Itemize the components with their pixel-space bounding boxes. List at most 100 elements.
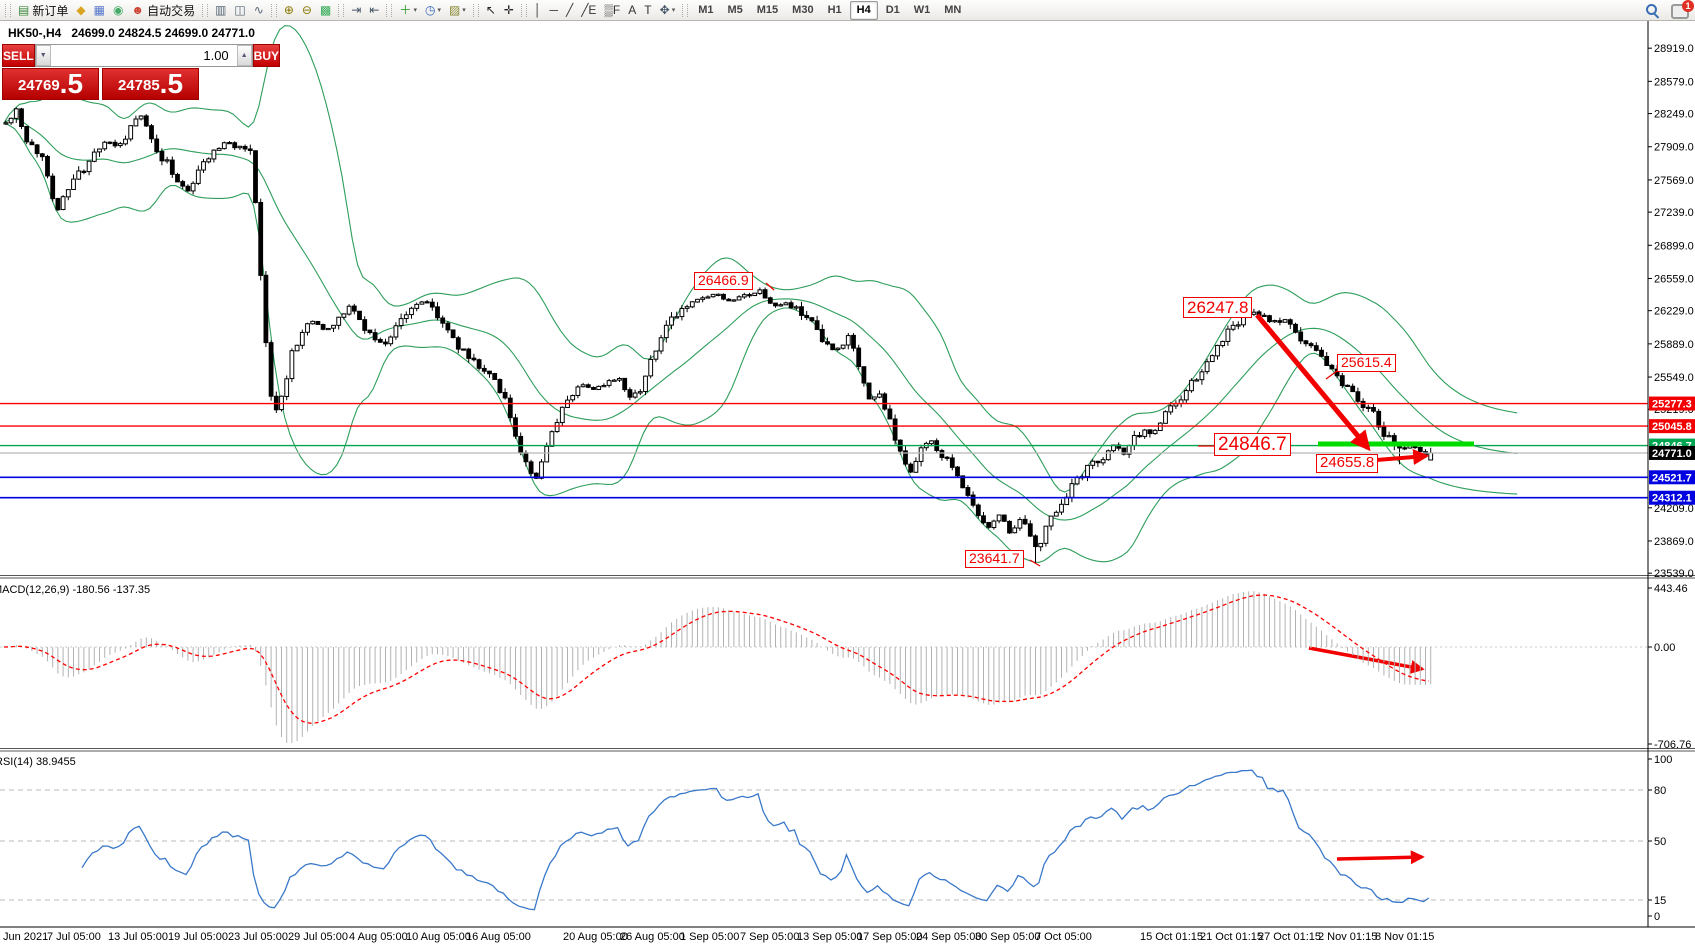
red-arrow[interactable]: [1351, 449, 1430, 466]
candle-body: [268, 342, 274, 397]
toolbar-indicators-button[interactable]: ＋ ▾: [396, 2, 420, 19]
candle-body: [601, 385, 607, 388]
volume-decrease-button[interactable]: ▼: [35, 45, 51, 66]
macd-tick-label: -706.76: [1654, 739, 1691, 751]
toolbar-equidistant-channel-button[interactable]: ╱E: [578, 2, 599, 19]
timeframe-d1-button[interactable]: D1: [885, 4, 900, 16]
candle-body: [279, 395, 284, 411]
timeframe-m5-button[interactable]: M5: [727, 4, 743, 16]
candle-body: [944, 456, 950, 459]
candle-body: [1329, 364, 1335, 370]
price-badge: [1649, 419, 1695, 434]
toolbar-tile-windows-button[interactable]: ▩: [317, 2, 334, 19]
time-label: 7 Jul 05:00: [47, 931, 101, 943]
toolbar-text-label-button[interactable]: T: [641, 2, 654, 19]
toolbar-arrows-tool-button[interactable]: ✥ ▾: [657, 2, 679, 19]
candle-body: [554, 422, 560, 433]
timeframe-h1-button[interactable]: H1: [827, 4, 842, 16]
toolbar-new-order-button[interactable]: ▤ 新订单: [15, 2, 71, 19]
volume-increase-button[interactable]: ▲: [236, 45, 252, 66]
candle-body: [851, 334, 856, 349]
buy-price[interactable]: 24785.5: [102, 68, 199, 100]
toolbar-zoom-out-button[interactable]: ⊖: [299, 2, 315, 19]
candle-body: [1074, 476, 1080, 485]
candle-body: [1038, 542, 1044, 548]
candle-body: [1261, 314, 1267, 317]
zoom-in-icon: ⊕: [283, 3, 294, 17]
toolbar-chart-shift-button[interactable]: ⇤: [366, 2, 382, 19]
sell-button[interactable]: SELL: [2, 44, 35, 67]
toolbar-market-watch-button[interactable]: ◆: [73, 2, 88, 19]
candle-body: [1319, 349, 1324, 357]
candle-body: [424, 301, 430, 304]
red-arrow[interactable]: [1255, 313, 1371, 452]
candle-body: [294, 344, 300, 352]
toolbar-bar-chart-button[interactable]: ▥: [212, 2, 229, 19]
toolbar-trendline-button[interactable]: ╱: [563, 2, 576, 19]
candle-body: [585, 384, 591, 388]
toolbar-crosshair-button[interactable]: ✛: [501, 2, 517, 19]
candle-body: [341, 313, 347, 318]
search-icon[interactable]: [1646, 4, 1660, 19]
toolbar-fibonacci-button[interactable]: ▒F: [601, 2, 623, 19]
toolbar-candlestick-chart-button[interactable]: ◫: [231, 2, 248, 19]
candle-body: [3, 122, 9, 125]
toolbar-signal-button[interactable]: ◉: [110, 2, 126, 19]
caret-down-icon: ▼: [39, 52, 47, 59]
candle-body: [632, 392, 638, 398]
toolbar-data-window-button[interactable]: ▦: [91, 2, 108, 19]
candle-body: [1168, 405, 1174, 413]
toolbar-horizontal-line-button[interactable]: ─: [546, 2, 561, 19]
candle-body: [1105, 450, 1111, 461]
time-label: 26 Aug 05:00: [620, 931, 685, 943]
red-arrow[interactable]: [1308, 646, 1425, 674]
candle-body: [1225, 328, 1231, 342]
sell-price[interactable]: 24769.5: [2, 68, 99, 100]
buy-button[interactable]: BUY: [252, 44, 281, 67]
candle-body: [1350, 385, 1356, 393]
volume-stepper: ▼ ▲: [34, 44, 253, 67]
macd-tick-label: 0.00: [1654, 642, 1675, 654]
candle-body: [1007, 520, 1012, 534]
toolbar-cursor-button[interactable]: ↖: [483, 2, 499, 19]
volume-input[interactable]: [50, 45, 237, 66]
toolbar-periods-button[interactable]: ◷ ▾: [422, 2, 444, 19]
toolbar-zoom-in-button[interactable]: ⊕: [281, 2, 297, 19]
candle-body: [1053, 511, 1059, 517]
timeframe-m1-button[interactable]: M1: [698, 4, 714, 16]
candle-body: [91, 151, 97, 162]
toolbar-templates-button[interactable]: ▨ ▾: [446, 2, 469, 19]
candle-body: [929, 440, 934, 445]
rsi-tick-label: 15: [1654, 895, 1666, 907]
timeframe-h4-button[interactable]: H4: [849, 0, 878, 20]
candle-body: [788, 302, 794, 309]
candle-body: [414, 303, 420, 309]
toolbar-vertical-line-button[interactable]: │: [531, 2, 545, 19]
timeframe-m15-button[interactable]: M15: [756, 4, 779, 16]
candle-body: [466, 348, 472, 359]
red-arrow[interactable]: [1336, 850, 1425, 865]
toolbar-separator: [202, 3, 209, 17]
candle-body: [1251, 311, 1257, 315]
candle-body: [637, 391, 643, 394]
timeframe-w1-button[interactable]: W1: [913, 4, 931, 16]
candle-body: [1402, 447, 1408, 450]
price-badge-label: 25277.3: [1652, 399, 1692, 411]
price-badge: [1649, 445, 1695, 460]
candle-body: [991, 520, 997, 529]
toolbar-autotrading-button[interactable]: ☻ 自动交易: [128, 2, 198, 19]
chat-icon[interactable]: 1: [1671, 0, 1694, 19]
horizontal-line-icon: ─: [549, 3, 558, 17]
toolbar-auto-scroll-button[interactable]: ⇥: [348, 2, 364, 19]
candle-body: [8, 117, 14, 124]
candle-body: [1246, 313, 1252, 317]
toolbar-separator: [338, 3, 345, 17]
fibonacci-icon: ▒F: [604, 3, 621, 17]
toolbar-line-chart-button[interactable]: ∿: [251, 2, 267, 19]
timeframe-mn-button[interactable]: MN: [944, 4, 962, 16]
timeframe-m30-button[interactable]: M30: [792, 4, 814, 16]
time-label: 29 Jul 05:00: [288, 931, 348, 943]
candle-body: [1287, 319, 1293, 325]
toolbar-text-button[interactable]: A: [625, 2, 639, 19]
